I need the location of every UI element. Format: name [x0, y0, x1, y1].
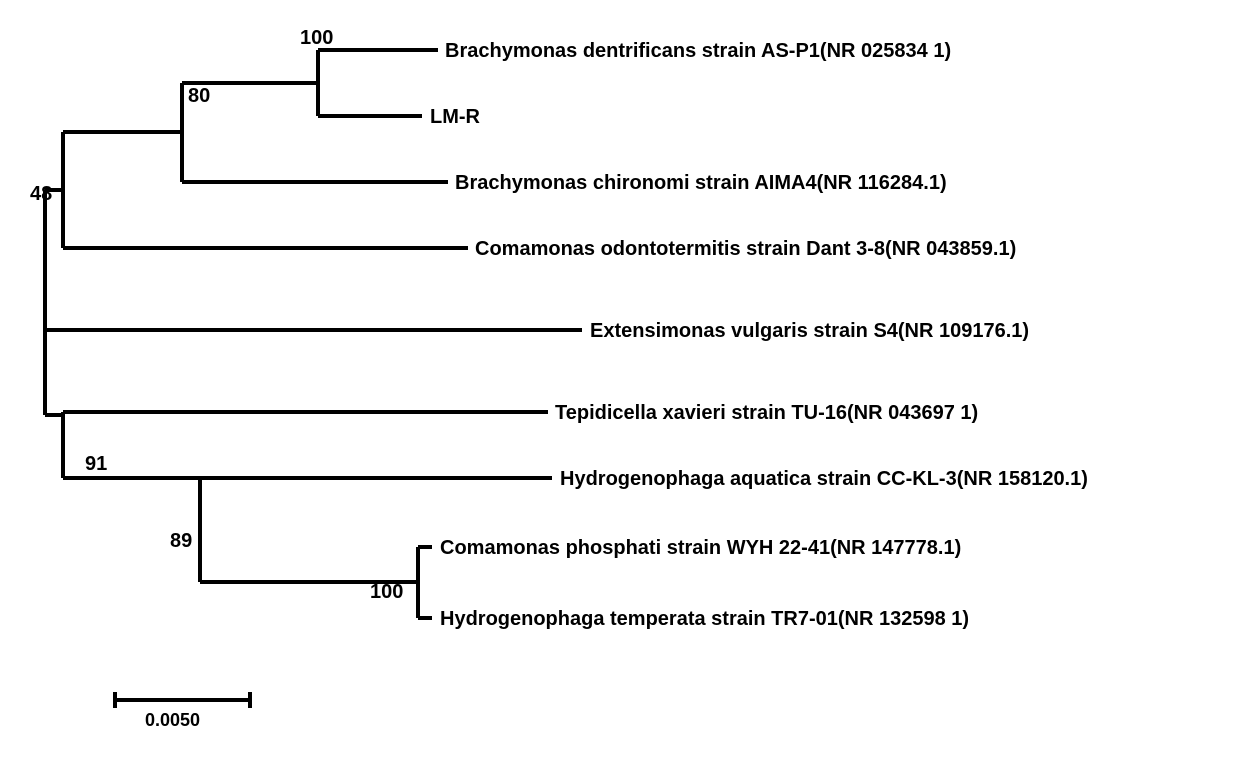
scale-bar-label: 0.0050 — [145, 710, 200, 730]
bootstrap-value: 48 — [30, 183, 52, 205]
bootstrap-value: 80 — [188, 85, 210, 107]
phylogenetic-tree: Brachymonas dentrificans strain AS-P1(NR… — [0, 0, 1240, 771]
taxon-label: Comamonas phosphati strain WYH 22-41(NR … — [440, 537, 961, 559]
bootstrap-value: 91 — [85, 453, 107, 475]
tree-branches — [45, 50, 582, 618]
taxon-label: LM-R — [430, 106, 481, 128]
bootstrap-value: 100 — [370, 581, 403, 603]
taxon-label: Brachymonas chironomi strain AIMA4(NR 11… — [455, 172, 947, 194]
taxon-label: Hydrogenophaga temperata strain TR7-01(N… — [440, 608, 969, 630]
scale-bar: 0.0050 — [115, 692, 250, 730]
bootstrap-value: 89 — [170, 530, 192, 552]
taxon-label: Tepidicella xavieri strain TU-16(NR 0436… — [555, 402, 978, 424]
taxon-label: Comamonas odontotermitis strain Dant 3-8… — [475, 238, 1016, 260]
bootstrap-values: 100 80 48 91 89 100 — [30, 27, 403, 603]
taxon-label: Extensimonas vulgaris strain S4(NR 10917… — [590, 320, 1029, 342]
taxon-label: Brachymonas dentrificans strain AS-P1(NR… — [445, 40, 951, 62]
tree-labels: Brachymonas dentrificans strain AS-P1(NR… — [430, 40, 1088, 630]
bootstrap-value: 100 — [300, 27, 333, 49]
taxon-label: Hydrogenophaga aquatica strain CC-KL-3(N… — [560, 468, 1088, 490]
